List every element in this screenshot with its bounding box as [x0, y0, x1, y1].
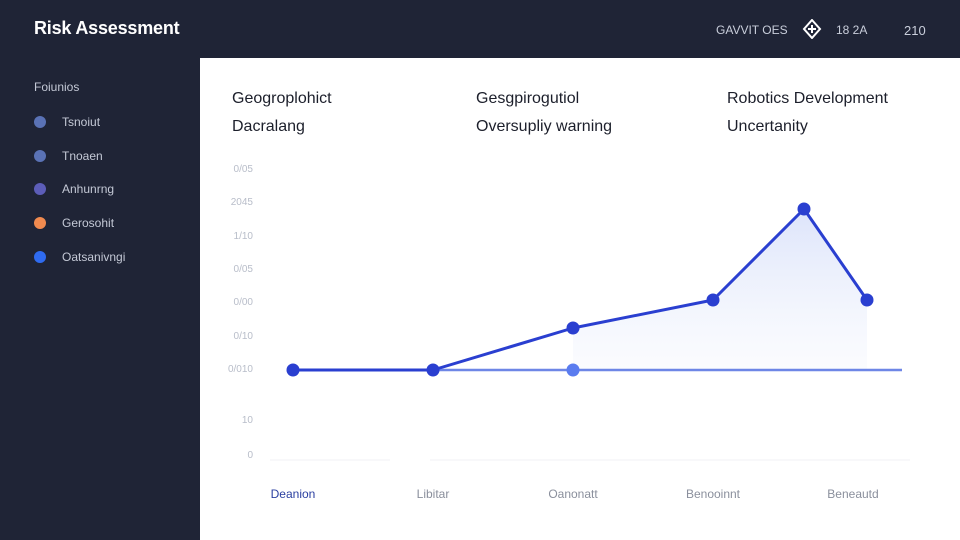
sidebar-item-label: Oatsanivngi — [62, 250, 126, 264]
risk-card-subtitle: Oversupliy warning — [476, 118, 613, 135]
top-bar: Risk Assessment GAVVIT OES 18 2A 210 — [0, 0, 960, 58]
risk-line-chart: 0/05 2045 1/10 0/05 0/00 0/10 0/010 10 0 Deanion L… — [228, 164, 910, 501]
data-point — [286, 363, 300, 377]
data-point — [860, 293, 874, 307]
header-status: GAVVIT OES — [716, 23, 788, 37]
y-tick-label: 10 — [242, 415, 254, 426]
sidebar-item-4[interactable]: Gerosohit — [34, 213, 184, 233]
risk-card-title: Gesgpirogutiol — [476, 90, 580, 107]
sidebar-item-label: Tnoaen — [62, 149, 103, 163]
header-number: 210 — [904, 23, 926, 38]
status-dot — [34, 150, 46, 162]
sidebar-heading: Foiunios — [34, 80, 80, 94]
x-tick-label: Libitar — [417, 487, 450, 501]
sidebar-item-label: Tsnoiut — [62, 115, 101, 129]
network-icon[interactable] — [802, 19, 822, 39]
y-tick-label: 0 — [247, 450, 253, 461]
risk-card-subtitle: Uncertanity — [727, 118, 808, 135]
sidebar-item-label: Anhunrng — [62, 182, 115, 196]
data-point — [566, 321, 580, 335]
x-tick-label: Benooinnt — [686, 487, 741, 501]
sidebar-item-label: Gerosohit — [62, 216, 115, 230]
data-point — [426, 363, 440, 377]
risk-card-title: Robotics Development — [727, 90, 888, 107]
sidebar-item-5[interactable]: Oatsanivngi — [34, 247, 184, 267]
risk-card-3[interactable]: Robotics Development Uncertanity — [727, 90, 888, 136]
x-tick-label: Oanonatt — [548, 487, 598, 501]
series-area — [573, 209, 867, 370]
risk-card-title: Geogroplohict — [232, 90, 332, 107]
app-title: Risk Assessment — [34, 18, 180, 38]
risk-card-subtitle: Dacralang — [232, 118, 305, 135]
data-point — [706, 293, 720, 307]
data-point — [797, 202, 811, 216]
y-tick-label: 0/05 — [234, 264, 254, 275]
risk-card-2[interactable]: Gesgpirogutiol Oversupliy warning — [476, 90, 612, 136]
y-tick-label: 0/00 — [234, 297, 254, 308]
sidebar: Foiunios Tsnoiut Tnoaen Anhunrng Gerosoh… — [0, 58, 200, 540]
y-tick-label: 0/010 — [228, 364, 253, 375]
sidebar-item-3[interactable]: Anhunrng — [34, 179, 184, 199]
series-line-main — [293, 207, 869, 372]
x-tick-label: Deanion — [271, 487, 316, 501]
data-point — [566, 363, 580, 377]
risk-card-1[interactable]: Geogroplohict Dacralang — [232, 90, 332, 136]
x-tick-label: Beneautd — [827, 487, 878, 501]
header-count: 18 2A — [836, 23, 868, 37]
y-tick-label: 0/10 — [234, 331, 254, 342]
sidebar-item-1[interactable]: Tsnoiut — [34, 112, 184, 132]
status-dot — [34, 217, 46, 229]
y-tick-label: 1/10 — [234, 231, 254, 242]
y-tick-label: 2045 — [231, 197, 254, 208]
status-dot — [34, 251, 46, 263]
status-dot — [34, 183, 46, 195]
status-dot — [34, 116, 46, 128]
sidebar-item-2[interactable]: Tnoaen — [34, 146, 184, 166]
y-tick-label: 0/05 — [234, 164, 254, 175]
